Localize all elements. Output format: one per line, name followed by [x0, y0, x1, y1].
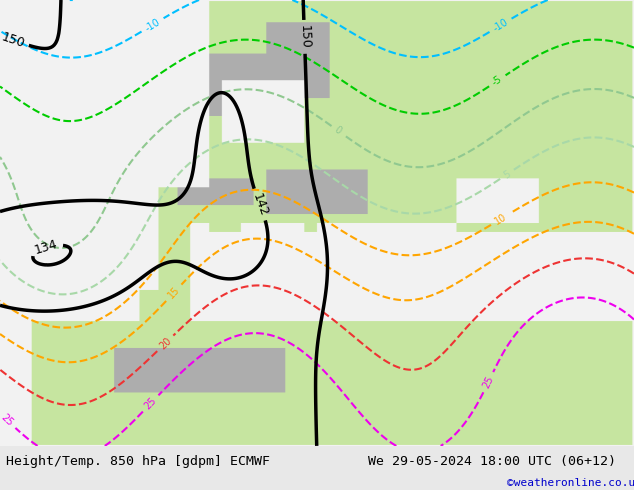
Text: 134: 134 [33, 237, 60, 257]
Text: 25: 25 [143, 395, 158, 412]
Text: Height/Temp. 850 hPa [gdpm] ECMWF: Height/Temp. 850 hPa [gdpm] ECMWF [6, 455, 270, 468]
Text: 15: 15 [166, 285, 182, 301]
Text: 0: 0 [333, 125, 344, 137]
Text: -10: -10 [143, 17, 162, 33]
Text: 25: 25 [481, 374, 496, 390]
Text: ©weatheronline.co.uk: ©weatheronline.co.uk [507, 478, 634, 489]
Text: 25: 25 [0, 412, 15, 428]
Text: 142: 142 [250, 191, 270, 218]
Text: We 29-05-2024 18:00 UTC (06+12): We 29-05-2024 18:00 UTC (06+12) [368, 455, 616, 468]
Text: -10: -10 [491, 17, 510, 34]
Text: 5: 5 [501, 169, 512, 180]
Text: 20: 20 [157, 336, 173, 351]
Text: -5: -5 [491, 74, 504, 88]
Text: 10: 10 [493, 212, 508, 226]
Text: 150: 150 [0, 30, 26, 50]
Text: 150: 150 [297, 24, 311, 49]
